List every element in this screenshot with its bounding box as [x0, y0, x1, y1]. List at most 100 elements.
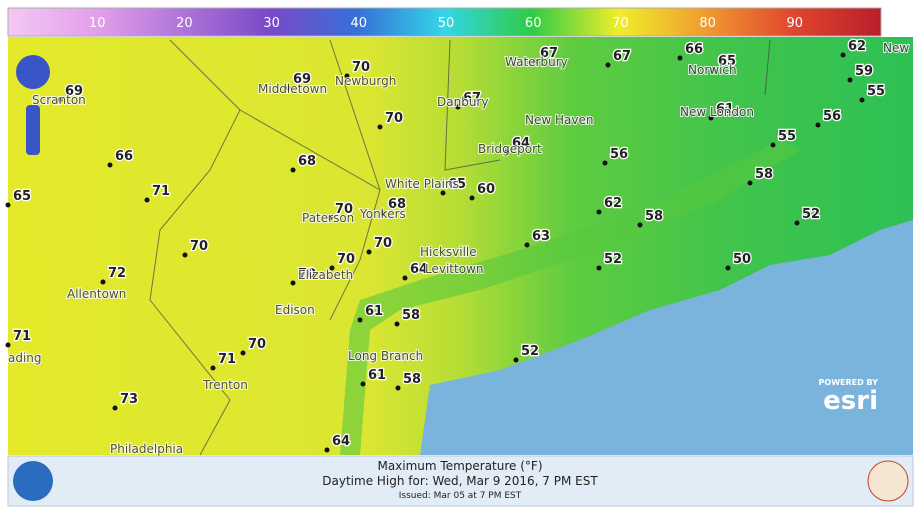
- station-value: 65: [718, 54, 736, 69]
- station-dot: [100, 279, 106, 285]
- station-dot: [770, 142, 776, 148]
- station-dot: [327, 215, 333, 221]
- station-dot: [5, 342, 11, 348]
- place-label: Danbury: [437, 95, 488, 109]
- station-value: 58: [402, 308, 420, 323]
- station-value: 52: [521, 344, 539, 359]
- station-dot: [455, 104, 461, 110]
- station-value: 66: [685, 42, 703, 57]
- station-dot: [596, 209, 602, 215]
- place-label: White Plains: [385, 177, 459, 191]
- ocean: [420, 220, 913, 455]
- footer-subtitle: Daytime High for: Wed, Mar 9 2016, 7 PM …: [322, 474, 598, 488]
- station-value: 72: [108, 266, 126, 281]
- station-value: 56: [610, 147, 628, 162]
- station-value: 61: [365, 304, 383, 319]
- place-label: Levittown: [425, 262, 483, 276]
- station-dot: [5, 202, 11, 208]
- place-label: Waterbury: [505, 55, 568, 69]
- zoom-control[interactable]: [26, 105, 40, 155]
- station-dot: [57, 97, 63, 103]
- station-value: 65: [13, 189, 31, 204]
- powered-by: POWERED BY: [819, 378, 879, 387]
- scale-label: 50: [438, 16, 455, 31]
- station-value: 50: [733, 252, 751, 267]
- scale-label: 30: [263, 16, 280, 31]
- scale-label: 60: [525, 16, 542, 31]
- station-dot: [677, 55, 683, 61]
- station-value: 58: [403, 372, 421, 387]
- place-label: Middletown: [258, 82, 327, 96]
- station-dot: [107, 162, 113, 168]
- station-value: 59: [855, 64, 873, 79]
- station-value: 67: [463, 91, 481, 106]
- station-dot: [394, 321, 400, 327]
- scale-label: 80: [699, 16, 716, 31]
- station-value: 68: [388, 197, 406, 212]
- place-label: Allentown: [67, 287, 126, 301]
- station-dot: [112, 405, 118, 411]
- place-label: Philadelphia: [110, 442, 183, 456]
- place-label: Edison: [275, 303, 315, 317]
- place-label: New London: [680, 105, 754, 119]
- station-value: 70: [352, 60, 370, 75]
- station-value: 56: [823, 109, 841, 124]
- station-dot: [504, 149, 510, 155]
- scale-label: 20: [176, 16, 193, 31]
- station-value: 55: [867, 84, 885, 99]
- station-value: 61: [368, 368, 386, 383]
- nav-control[interactable]: [16, 55, 50, 155]
- station-value: 70: [335, 202, 353, 217]
- place-label: Bridgeport: [478, 142, 542, 156]
- station-dot: [469, 195, 475, 201]
- nws-logo: [867, 460, 909, 502]
- footer-issued: Issued: Mar 05 at 7 PM EST: [399, 491, 522, 501]
- station-dot: [240, 350, 246, 356]
- station-value: 58: [645, 209, 663, 224]
- footer-title: Maximum Temperature (°F): [377, 459, 542, 473]
- place-label: Hicksville: [420, 245, 477, 259]
- station-dot: [513, 357, 519, 363]
- station-dot: [524, 242, 530, 248]
- station-dot: [380, 210, 386, 216]
- station-value: 61: [716, 102, 734, 117]
- station-value: 58: [755, 167, 773, 182]
- station-value: 52: [802, 207, 820, 222]
- station-value: 52: [604, 252, 622, 267]
- station-dot: [637, 222, 643, 228]
- station-value: 63: [532, 229, 550, 244]
- scale-label: 90: [787, 16, 804, 31]
- place-label: Yonkers: [359, 207, 406, 221]
- long-island: [340, 140, 800, 455]
- place-label: Paterson: [302, 211, 354, 225]
- station-value: 69: [293, 72, 311, 87]
- station-dot: [794, 220, 800, 226]
- station-dot: [290, 280, 296, 286]
- place-label: ading: [8, 351, 42, 365]
- station-value: 71: [218, 352, 236, 367]
- station-dot: [532, 59, 538, 65]
- station-dot: [357, 317, 363, 323]
- station-value: 65: [448, 177, 466, 192]
- station-dot: [605, 62, 611, 68]
- place-label: Long Branch: [348, 349, 423, 363]
- station-value: 67: [540, 46, 558, 61]
- station-dot: [182, 252, 188, 258]
- station-dot: [366, 249, 372, 255]
- station-value: 60: [477, 182, 495, 197]
- boundaries: [149, 39, 771, 456]
- pan-button[interactable]: [16, 55, 50, 89]
- station-value: 62: [604, 196, 622, 211]
- scale-label: 70: [612, 16, 629, 31]
- station-value: 71: [13, 329, 31, 344]
- station-dot: [710, 67, 716, 73]
- station-dot: [859, 97, 865, 103]
- station-dot: [377, 124, 383, 130]
- station-value: 67: [613, 49, 631, 64]
- station-dot: [360, 381, 366, 387]
- place-label: New: [883, 41, 909, 55]
- station-value: 64: [332, 434, 350, 449]
- station-value: 66: [115, 149, 133, 164]
- station-dot: [708, 115, 714, 121]
